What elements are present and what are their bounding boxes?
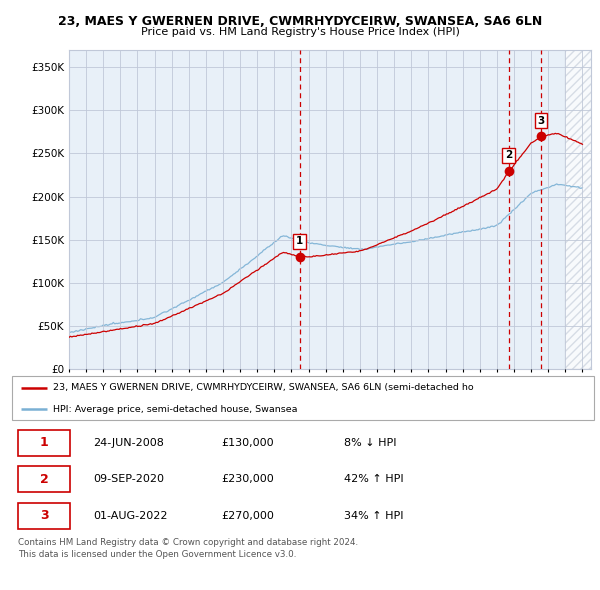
Text: 2: 2 bbox=[40, 473, 49, 486]
Text: 3: 3 bbox=[538, 116, 545, 126]
Bar bbox=[565, 50, 599, 369]
Text: 1: 1 bbox=[296, 237, 304, 246]
Text: Price paid vs. HM Land Registry's House Price Index (HPI): Price paid vs. HM Land Registry's House … bbox=[140, 27, 460, 37]
Text: 09-SEP-2020: 09-SEP-2020 bbox=[94, 474, 164, 484]
Text: 2: 2 bbox=[505, 150, 512, 160]
Text: HPI: Average price, semi-detached house, Swansea: HPI: Average price, semi-detached house,… bbox=[53, 405, 297, 414]
Text: 23, MAES Y GWERNEN DRIVE, CWMRHYDYCEIRW, SWANSEA, SA6 6LN: 23, MAES Y GWERNEN DRIVE, CWMRHYDYCEIRW,… bbox=[58, 15, 542, 28]
Text: 1: 1 bbox=[40, 437, 49, 450]
Text: 8% ↓ HPI: 8% ↓ HPI bbox=[344, 438, 396, 448]
Text: £230,000: £230,000 bbox=[221, 474, 274, 484]
Text: £270,000: £270,000 bbox=[221, 511, 274, 521]
Bar bbox=[18, 503, 70, 529]
Text: 3: 3 bbox=[40, 509, 49, 522]
Text: 34% ↑ HPI: 34% ↑ HPI bbox=[344, 511, 403, 521]
Text: 42% ↑ HPI: 42% ↑ HPI bbox=[344, 474, 403, 484]
Text: 24-JUN-2008: 24-JUN-2008 bbox=[94, 438, 164, 448]
Bar bbox=[18, 466, 70, 493]
Text: Contains HM Land Registry data © Crown copyright and database right 2024.
This d: Contains HM Land Registry data © Crown c… bbox=[18, 538, 358, 559]
Text: 01-AUG-2022: 01-AUG-2022 bbox=[94, 511, 168, 521]
Text: 23, MAES Y GWERNEN DRIVE, CWMRHYDYCEIRW, SWANSEA, SA6 6LN (semi-detached ho: 23, MAES Y GWERNEN DRIVE, CWMRHYDYCEIRW,… bbox=[53, 384, 473, 392]
Bar bbox=[18, 430, 70, 456]
Text: £130,000: £130,000 bbox=[221, 438, 274, 448]
